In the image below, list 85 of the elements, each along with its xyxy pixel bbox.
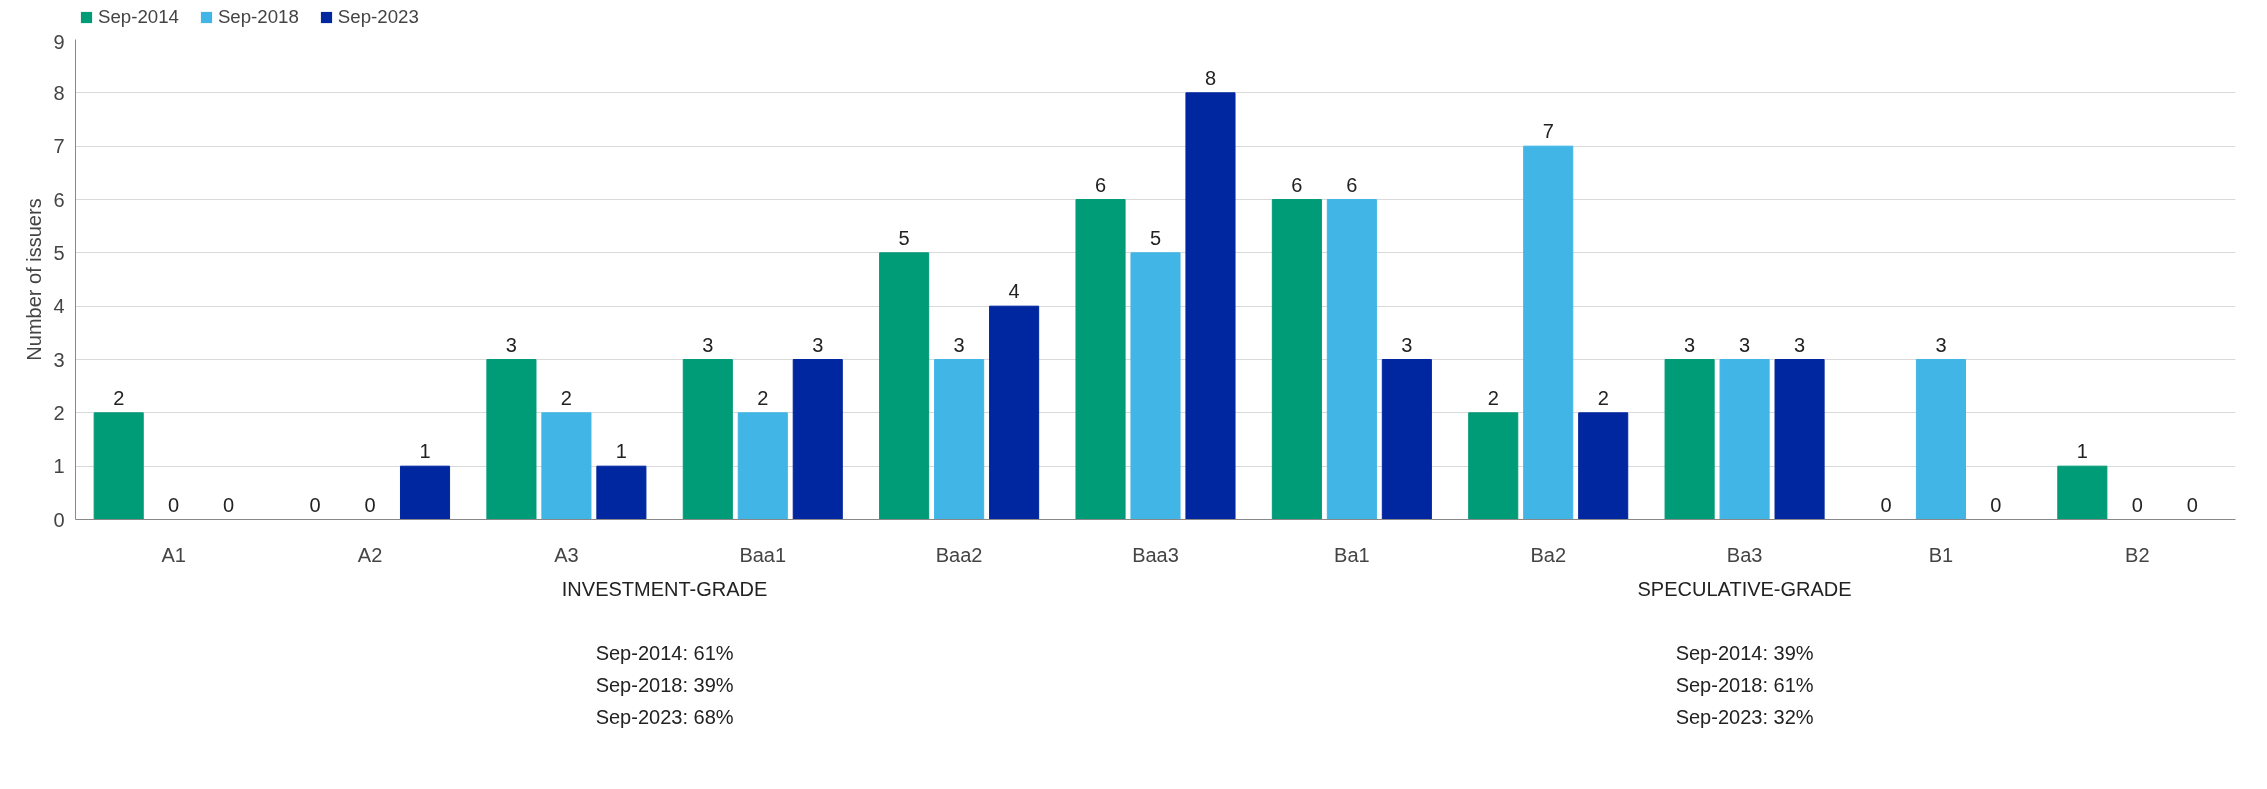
data-label: 3 (505, 333, 517, 356)
legend-label: Sep-2023 (337, 6, 419, 28)
data-label: 4 (1008, 280, 1020, 303)
data-label: 0 (364, 493, 376, 516)
bar (596, 465, 647, 520)
x-tick-label: A1 (161, 543, 186, 566)
data-label: 3 (1935, 333, 1947, 356)
x-tick-label: A3 (554, 543, 579, 566)
data-label: 1 (615, 440, 627, 463)
y-tick-label: 6 (53, 188, 65, 211)
bar (934, 359, 985, 520)
x-tick-label: Baa1 (739, 543, 787, 566)
bar (1185, 92, 1236, 520)
data-label: 3 (953, 333, 965, 356)
legend-label: Sep-2018 (217, 6, 299, 28)
data-label: 2 (1487, 386, 1499, 409)
bar (541, 412, 592, 520)
data-label: 0 (309, 493, 321, 516)
data-label: 0 (1990, 493, 2002, 516)
x-tick-label: Ba2 (1530, 543, 1567, 566)
bar (1578, 412, 1629, 520)
bar (737, 412, 788, 520)
data-label: 1 (419, 440, 431, 463)
data-label: 8 (1204, 66, 1217, 89)
x-tick-label: B1 (1928, 543, 1954, 566)
data-label: 3 (1684, 333, 1696, 356)
bar (1774, 359, 1825, 520)
y-tick-label: 3 (53, 348, 65, 371)
bar (792, 359, 843, 520)
bar (93, 412, 144, 520)
data-label: 7 (1542, 120, 1554, 143)
data-label: 3 (1794, 333, 1806, 356)
bar (1468, 412, 1519, 520)
x-tick-label: Ba1 (1334, 543, 1370, 566)
y-tick-label: 7 (53, 135, 65, 158)
data-label: 1 (2076, 440, 2088, 463)
bar (1326, 199, 1377, 520)
data-label: 6 (1291, 173, 1303, 196)
bar (1915, 359, 1966, 520)
bar (2057, 465, 2108, 520)
bar (1075, 199, 1126, 520)
y-tick-label: 4 (53, 295, 65, 318)
bar (989, 305, 1040, 520)
y-tick-label: 9 (53, 30, 65, 53)
data-label: 5 (1149, 226, 1162, 249)
y-tick-label: 5 (53, 241, 65, 264)
data-label: 0 (2186, 493, 2198, 516)
data-label: 3 (1401, 333, 1413, 356)
text: SPECULATIVE-GRADE Sep-2014: 39% Sep-2018: 61% Sep-2023: 32% (1637, 577, 1852, 728)
data-label: 6 (1094, 173, 1107, 196)
bar (399, 465, 451, 520)
x-tick-label: B2 (2125, 543, 2150, 566)
x-tick-label: Baa3 (1132, 543, 1179, 566)
bar (486, 359, 537, 520)
data-label: 0 (168, 493, 180, 516)
y-tick-label: 0 (53, 508, 65, 531)
data-label: 3 (702, 333, 714, 356)
bar (682, 359, 733, 520)
text: INVESTMENT-GRADE Sep-2014: 61% Sep-2018: 39% Sep-2023: 68% (561, 577, 768, 728)
data-label: 3 (1739, 333, 1751, 356)
legend-label: Sep-2014 (98, 6, 179, 28)
data-label: 2 (113, 386, 125, 409)
y-tick-label: 1 (53, 455, 65, 478)
data-label: 5 (898, 226, 910, 249)
x-tick-label: Baa2 (935, 543, 983, 566)
bar (1719, 359, 1770, 520)
bar (1664, 359, 1715, 520)
data-label: 2 (757, 386, 769, 409)
data-label: 3 (812, 333, 824, 356)
y-axis-title: Number of issuers (23, 198, 46, 361)
bar (1271, 199, 1322, 520)
x-tick-label: Ba3 (1726, 543, 1763, 566)
data-label: 2 (560, 386, 572, 409)
bar (1130, 252, 1181, 520)
y-tick-label: 8 (53, 81, 65, 104)
bar (879, 252, 930, 520)
bar (1381, 359, 1432, 520)
x-tick-label: A2 (357, 543, 383, 566)
data-label: 0 (2131, 493, 2143, 516)
y-tick-label: 2 (53, 401, 65, 424)
data-label: 6 (1346, 173, 1358, 196)
data-label: 2 (1597, 386, 1609, 409)
data-label: 0 (1880, 493, 1892, 516)
bar (1523, 145, 1574, 520)
data-label: 0 (223, 493, 235, 516)
